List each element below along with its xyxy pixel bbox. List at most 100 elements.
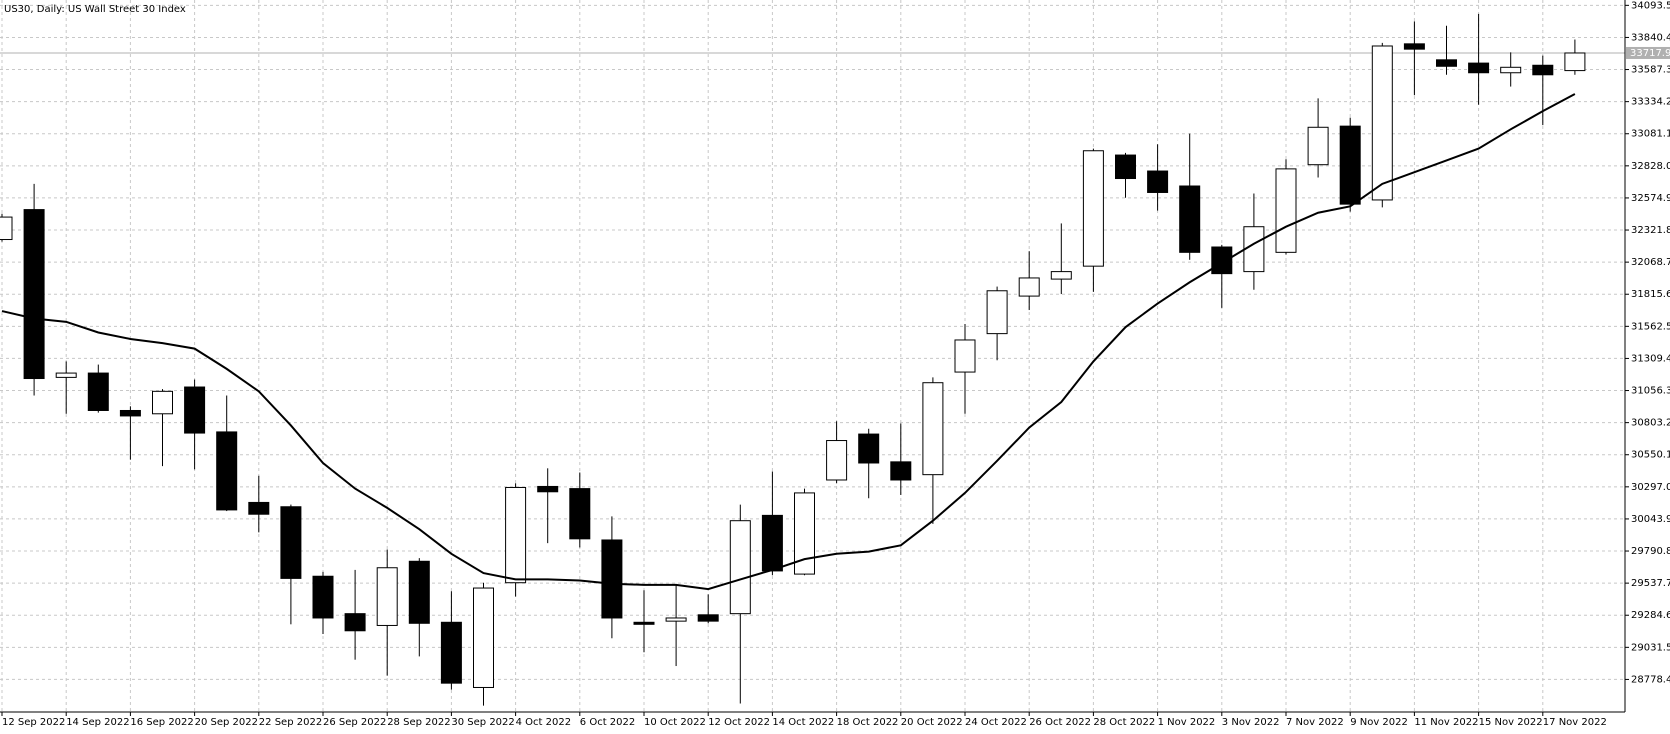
x-tick-label: 12 Oct 2022	[708, 717, 770, 728]
candle-body	[1371, 45, 1393, 201]
candle-body	[826, 440, 848, 481]
candle-body	[1403, 43, 1425, 50]
candle-body	[184, 386, 206, 434]
y-tick-label: 29537.7	[1631, 578, 1670, 589]
x-tick-label: 14 Oct 2022	[772, 717, 834, 728]
x-tick-label: 28 Sep 2022	[387, 717, 450, 728]
y-tick-label: 30043.9	[1631, 514, 1670, 525]
x-tick-label: 26 Oct 2022	[1029, 717, 1091, 728]
candle-body	[954, 339, 976, 373]
y-tick-label: 34093.5	[1631, 0, 1670, 11]
candle-body	[408, 560, 430, 624]
x-tick-label: 12 Sep 2022	[2, 717, 65, 728]
y-tick-label: 29284.6	[1631, 610, 1670, 621]
y-tick-label: 33081.1	[1631, 129, 1670, 140]
y-tick-label: 31562.5	[1631, 321, 1670, 332]
candle-body	[1275, 168, 1297, 253]
candle-body	[1339, 125, 1361, 205]
x-tick-label: 26 Sep 2022	[323, 717, 386, 728]
candle-body	[1018, 277, 1040, 297]
candle-body	[248, 501, 270, 515]
y-tick-label: 30550.1	[1631, 450, 1670, 461]
x-tick-label: 14 Sep 2022	[66, 717, 129, 728]
x-tick-label: 4 Oct 2022	[516, 717, 571, 728]
x-tick-label: 9 Nov 2022	[1350, 717, 1408, 728]
y-tick-label: 31815.6	[1631, 289, 1670, 300]
x-tick-label: 11 Nov 2022	[1414, 717, 1478, 728]
y-tick-label: 32068.7	[1631, 257, 1670, 268]
candle-body	[473, 587, 494, 688]
candle-body	[119, 409, 141, 417]
y-tick-label: 31056.3	[1631, 386, 1670, 397]
x-tick-label: 20 Sep 2022	[195, 717, 258, 728]
x-tick-label: 7 Nov 2022	[1286, 717, 1344, 728]
candle-body	[312, 575, 334, 619]
candle-body	[1468, 62, 1490, 74]
plot-area	[0, 13, 1586, 706]
candle-body	[633, 621, 655, 625]
x-tick-label: 15 Nov 2022	[1479, 717, 1543, 728]
candle-body	[1147, 170, 1169, 193]
last-price-label: 33717.9	[1630, 48, 1670, 59]
candle-body	[505, 486, 527, 584]
x-tick-label: 3 Nov 2022	[1222, 717, 1280, 728]
y-tick-label: 32828.0	[1631, 161, 1670, 172]
y-tick-label: 32321.8	[1631, 225, 1670, 236]
candle-body	[1500, 66, 1522, 74]
x-tick-label: 24 Oct 2022	[965, 717, 1027, 728]
candle-body	[890, 461, 912, 481]
candle-body	[152, 390, 173, 415]
candle-body	[1532, 64, 1554, 76]
y-tick-label: 30297.0	[1631, 482, 1670, 493]
candle-body	[665, 617, 687, 622]
chart-title: US30, Daily: US Wall Street 30 Index	[4, 4, 186, 15]
candle-body	[440, 621, 462, 684]
x-tick-label: 10 Oct 2022	[644, 717, 706, 728]
candle-body	[1436, 59, 1457, 67]
x-tick-label: 30 Sep 2022	[451, 717, 514, 728]
x-tick-label: 17 Nov 2022	[1543, 717, 1607, 728]
x-tick-label: 6 Oct 2022	[580, 717, 635, 728]
candle-body	[87, 372, 109, 411]
candle-body	[1211, 246, 1233, 275]
y-tick-label: 33840.4	[1631, 32, 1670, 43]
candle-body	[1115, 154, 1136, 180]
x-tick-label: 20 Oct 2022	[901, 717, 963, 728]
y-tick-label: 31309.4	[1631, 353, 1670, 364]
y-tick-label: 33587.3	[1631, 65, 1670, 76]
y-tick-label: 29790.8	[1631, 546, 1670, 557]
candle-body	[0, 216, 13, 241]
candle-body	[1082, 150, 1104, 267]
candle-body	[858, 433, 880, 464]
y-tick-label: 30803.2	[1631, 418, 1670, 429]
y-tick-label: 29031.5	[1631, 642, 1670, 653]
candle-body	[794, 492, 815, 575]
y-tick-label: 33334.2	[1631, 97, 1670, 108]
candle-body	[922, 382, 944, 476]
x-tick-label: 28 Oct 2022	[1093, 717, 1155, 728]
candle-body	[697, 614, 719, 622]
candle-body	[1564, 52, 1586, 72]
candle-body	[569, 488, 591, 540]
last-price-box	[1626, 46, 1670, 59]
candle-body	[761, 514, 783, 572]
y-tick-label: 32574.9	[1631, 193, 1670, 204]
candle-body	[216, 431, 238, 511]
candle-body	[376, 567, 398, 626]
moving-average-line	[1, 93, 1576, 591]
candle-body	[1307, 126, 1329, 166]
candle-body	[23, 209, 45, 380]
x-tick-label: 18 Oct 2022	[837, 717, 899, 728]
y-tick-label: 28778.4	[1631, 674, 1670, 685]
candle-body	[986, 290, 1008, 335]
x-tick-label: 22 Sep 2022	[259, 717, 322, 728]
candle-body	[1243, 226, 1265, 273]
candle-body	[280, 506, 302, 579]
candle-body	[537, 485, 559, 493]
x-tick-label: 16 Sep 2022	[130, 717, 193, 728]
candle-body	[344, 613, 366, 632]
x-tick-label: 1 Nov 2022	[1158, 717, 1216, 728]
candle-body	[1050, 271, 1072, 280]
